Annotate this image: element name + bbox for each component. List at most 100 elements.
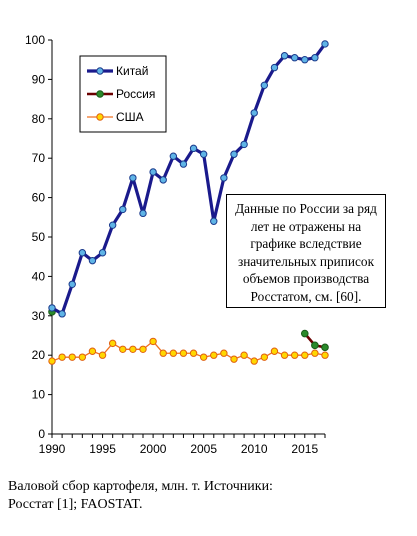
x-ticks: 1990 1995 2000 2005 2010 2015	[39, 434, 326, 456]
legend: Китай Россия США	[79, 55, 167, 133]
data-point-usa	[179, 349, 188, 357]
y-tick-label: 30	[32, 309, 46, 323]
data-point-china	[48, 304, 56, 312]
annotation-box: Данные по России за ряд лет не отражены …	[226, 194, 386, 308]
legend-label-russia: Россия	[116, 87, 155, 101]
data-point-china	[199, 150, 208, 158]
data-point-china	[139, 209, 147, 218]
data-point-usa	[210, 351, 218, 359]
data-point-russia	[311, 341, 319, 350]
data-point-usa	[311, 349, 319, 357]
annotation-line: значительных приписок	[237, 253, 375, 269]
data-point-usa	[301, 351, 309, 359]
x-tick-label: 2010	[241, 442, 268, 456]
x-tick-label: 1990	[39, 442, 66, 456]
legend-label-china: Китай	[116, 64, 148, 78]
data-point-china	[240, 140, 248, 149]
data-point-russia	[321, 343, 329, 352]
caption-line-1: Валовой сбор картофеля, млн. т. Источник…	[8, 479, 273, 494]
figure-caption: Валовой сбор картофеля, млн. т. Источник…	[8, 478, 408, 514]
data-point-china	[250, 109, 258, 117]
annotation-line: Данные по России за ряд	[235, 201, 377, 216]
data-point-russia	[300, 329, 309, 338]
x-tick-label: 2000	[140, 442, 167, 456]
legend-marker-russia	[96, 90, 104, 98]
series-layer	[48, 40, 329, 365]
data-point-usa	[290, 351, 299, 359]
data-point-china	[311, 54, 319, 62]
data-point-china	[189, 144, 198, 153]
data-point-usa	[78, 353, 87, 361]
x-tick-label: 2015	[291, 442, 318, 456]
data-point-usa	[88, 347, 97, 355]
data-point-china	[260, 81, 269, 90]
data-point-usa	[220, 349, 228, 357]
data-point-usa	[48, 357, 56, 365]
data-point-china	[301, 56, 309, 64]
data-point-usa	[250, 357, 258, 365]
data-point-china	[108, 221, 117, 229]
legend-marker-usa	[96, 113, 104, 121]
data-point-china	[119, 205, 127, 214]
data-point-usa	[270, 347, 279, 355]
chart: 0 10 20 30 40 50 60 70 80 90 100 1990 1995 2000 2005 2…	[25, 33, 329, 456]
legend-marker-china	[96, 67, 104, 75]
y-tick-label: 60	[32, 191, 46, 205]
data-point-usa	[149, 337, 157, 346]
y-tick-label: 40	[32, 269, 46, 283]
series-china	[48, 40, 329, 318]
data-point-china	[169, 152, 178, 160]
annotation-line: графике вследствие	[250, 236, 362, 251]
data-point-china	[78, 249, 87, 257]
data-point-usa	[139, 345, 147, 353]
data-point-usa	[169, 349, 178, 357]
y-tick-label: 90	[32, 72, 46, 86]
x-tick-label: 1995	[89, 442, 116, 456]
data-point-china	[98, 249, 107, 257]
legend-label-usa: США	[116, 110, 144, 124]
data-point-usa	[98, 351, 107, 359]
data-point-usa	[119, 345, 127, 353]
y-tick-label: 20	[32, 348, 46, 362]
data-point-usa	[159, 349, 167, 357]
annotation-line: объемов производства	[242, 271, 370, 286]
data-point-usa	[68, 353, 76, 361]
y-tick-label: 10	[32, 388, 46, 402]
data-point-usa	[129, 345, 137, 353]
data-point-china	[159, 176, 167, 184]
data-point-usa	[58, 353, 66, 361]
data-point-china	[179, 160, 188, 168]
data-point-china	[149, 168, 157, 176]
data-point-china	[321, 40, 329, 48]
annotation-line: Росстатом, см. [60].	[250, 288, 362, 304]
series-usa	[48, 337, 329, 365]
data-point-china	[280, 52, 289, 60]
y-tick-label: 0	[38, 427, 45, 441]
y-tick-label: 80	[32, 112, 46, 126]
data-point-china	[290, 54, 299, 62]
y-tick-label: 50	[32, 230, 46, 244]
data-point-china	[129, 174, 137, 182]
y-ticks: 0 10 20 30 40 50 60 70 80 90 100	[25, 33, 52, 441]
y-tick-label: 70	[32, 151, 46, 165]
data-point-usa	[230, 355, 238, 363]
data-point-usa	[280, 351, 289, 359]
data-point-usa	[240, 351, 248, 359]
y-tick-label: 100	[25, 33, 45, 47]
x-tick-label: 2005	[190, 442, 217, 456]
data-point-usa	[199, 353, 208, 361]
series-line-usa	[51, 340, 326, 362]
data-point-china	[270, 63, 279, 72]
data-point-china	[220, 174, 228, 182]
data-point-usa	[189, 349, 198, 357]
data-point-usa	[260, 353, 269, 361]
data-point-china	[88, 256, 97, 265]
series-line-china	[51, 42, 327, 316]
annotation-line: лет не отражены на	[250, 218, 362, 234]
data-point-usa	[108, 339, 117, 348]
caption-line-2: Росстат [1]; FAOSTAT.	[8, 497, 143, 512]
data-point-usa	[321, 351, 329, 359]
series-russia	[48, 308, 329, 352]
data-point-china	[58, 310, 66, 318]
data-point-china	[68, 280, 76, 288]
